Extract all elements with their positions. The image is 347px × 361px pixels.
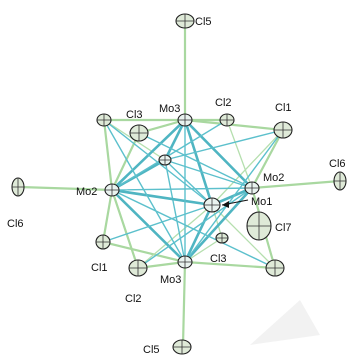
- label-mo1: Mo1: [251, 196, 272, 208]
- label-cl5-bottom: Cl5: [143, 344, 160, 356]
- label-cl1-bottom: Cl1: [91, 262, 108, 274]
- atom-cl1-top: [273, 121, 293, 139]
- atom-cl6-right: [333, 171, 347, 191]
- atom-cl4-top: [96, 113, 112, 127]
- label-mo3-bottom: Mo3: [160, 274, 181, 286]
- bond-mo2-cl6-left: [18, 185, 114, 192]
- atom-cl1-bottom: [95, 234, 111, 250]
- label-cl1-top: Cl1: [275, 102, 292, 114]
- label-mo2-right: Mo2: [263, 172, 284, 184]
- label-cl3-bottom: Cl3: [210, 253, 227, 265]
- label-cl6-right: Cl6: [329, 158, 346, 170]
- label-mo3-top: Mo3: [159, 103, 180, 115]
- label-cl2-bottom: Cl2: [125, 293, 142, 305]
- mo1-leader-arrow: [221, 199, 249, 208]
- atom-cl5-top: [175, 13, 195, 29]
- atom-cl6-left: [11, 177, 25, 197]
- atom-cl4-bottom: [265, 259, 285, 277]
- label-cl3-top: Cl3: [126, 109, 143, 121]
- atom-cl3-bottom: [215, 232, 229, 244]
- atom-mo3-top: [177, 113, 193, 127]
- bond-mo3-cl5-bottom: [181, 260, 187, 347]
- atom-cl2-bottom: [128, 259, 148, 277]
- label-cl7: Cl7: [275, 222, 292, 234]
- atom-mo2-left: [104, 183, 120, 197]
- label-mo2-left: Mo2: [76, 186, 97, 198]
- atom-cl2-top: [219, 113, 235, 127]
- atom-mo2-right: [244, 181, 260, 195]
- label-cl6-left: Cl6: [7, 218, 24, 230]
- atom-mo3-bottom: [177, 255, 193, 269]
- label-cl2-top: Cl2: [215, 97, 232, 109]
- atom-cl7: [246, 211, 272, 241]
- label-cl5-top: Cl5: [195, 16, 212, 28]
- watermark-shape: [250, 300, 320, 345]
- atom-mo1-back: [158, 154, 172, 166]
- atom-cl5-bottom: [172, 339, 192, 355]
- atom-cl3-top: [129, 124, 149, 142]
- atom-mo1-front: [203, 197, 221, 213]
- metal-framework-bonds: [102, 118, 284, 269]
- bond-mo2-cl6-right: [250, 179, 342, 190]
